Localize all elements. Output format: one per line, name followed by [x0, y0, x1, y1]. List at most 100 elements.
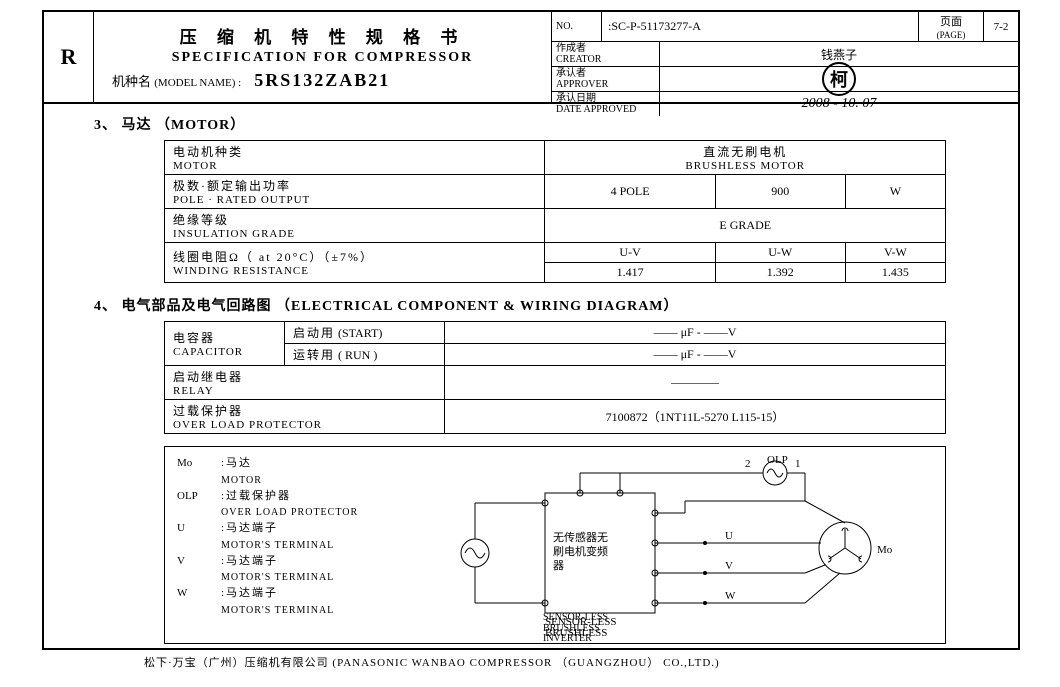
model-label-en: (MODEL NAME) : [154, 77, 241, 89]
olp-n2: 2 [745, 458, 751, 470]
olp-label-en: OVER LOAD PROTECTOR [173, 419, 436, 431]
approver-cn: 承认者 [556, 68, 655, 79]
insul-label-en: INSULATION GRADE [173, 228, 536, 240]
diagram-legend: Mo:马达 MOTOR OLP:过载保护器 OVER LOAD PROTECTO… [177, 455, 437, 618]
pole-label-en: POLE · RATED OUTPUT [173, 194, 536, 206]
r-mark: R [44, 12, 94, 102]
footer: 松下·万宝（广州）压缩机有限公司 (PANASONIC WANBAO COMPR… [144, 654, 720, 670]
sine-wave-icon [465, 548, 485, 558]
inverter-cn3: 器 [553, 559, 564, 572]
content-area: 3、 马达 （MOTOR） 电动机种类MOTOR 直流无刷电机BRUSHLESS… [44, 104, 1018, 650]
circuit-svg: 无传感器无 刷电机变频 器 SENSOR-LESS BRUSHLESS INVE… [445, 453, 935, 637]
section3-title: 3、 马达 （MOTOR） [94, 114, 968, 134]
table-row: 绝缘等级INSULATION GRADE E GRADE [165, 209, 946, 243]
electrical-table: 电容器CAPACITOR 启动用 (START) —— μF - ——V 运转用… [164, 321, 946, 434]
no-label: NO. [556, 21, 597, 32]
legend-cn: :马达端子 [221, 553, 278, 570]
motor-label: Mo [877, 544, 893, 556]
wind-v1: 1.417 [545, 263, 715, 283]
motor-val-cn: 直流无刷电机 [703, 145, 787, 159]
terminal-u: U [725, 530, 733, 542]
title-block: 压 缩 机 特 性 规 格 书 SPECIFICATION FOR COMPRE… [94, 12, 552, 102]
olp-val: 7100872（1NT11L-5270 L115-15） [445, 400, 946, 434]
header: R 压 缩 机 特 性 规 格 书 SPECIFICATION FOR COMP… [44, 12, 1018, 104]
creator-cn: 作成者 [556, 43, 655, 54]
table-row: 电容器CAPACITOR 启动用 (START) —— μF - ——V [165, 322, 946, 344]
relay-val: ———— [445, 366, 946, 400]
legend-cn: :马达端子 [221, 585, 278, 602]
creator-en: CREATOR [556, 54, 655, 65]
relay-label-cn: 启动继电器 [173, 370, 243, 384]
pole-label-cn: 极数·额定输出功率 [173, 179, 291, 193]
run-label-cn: 运转用 [293, 348, 335, 362]
legend-cn: :过载保护器 [221, 488, 291, 505]
legend-en: MOTOR'S TERMINAL [221, 603, 437, 618]
terminal-w: W [725, 590, 736, 602]
legend-sym: OLP [177, 488, 221, 505]
insul-label-cn: 绝缘等级 [173, 213, 229, 227]
footer-cn: 松下·万宝（广州）压缩机有限公司 [144, 657, 329, 669]
document-frame: R 压 缩 机 特 性 规 格 书 SPECIFICATION FOR COMP… [42, 10, 1020, 650]
wind-v2: 1.392 [715, 263, 845, 283]
page-number: 7-2 [984, 12, 1018, 41]
date-value: 2008 - 10. 07 [660, 92, 1018, 116]
run-val: —— μF - ——V [445, 344, 946, 366]
footer-en: (PANASONIC WANBAO COMPRESSOR （GUANGZHOU）… [332, 657, 719, 669]
wind-h1: U-V [545, 243, 715, 263]
wind-label-cn: 线圈电阻Ω（ at 20°C）（±7%） [173, 250, 374, 264]
legend-sym: V [177, 553, 221, 570]
olp-n1: 1 [795, 458, 801, 470]
title-cn: 压 缩 机 特 性 规 格 书 [102, 23, 543, 48]
legend-en: MOTOR'S TERMINAL [221, 538, 437, 553]
legend-sym: Mo [177, 455, 221, 472]
legend-en: MOTOR'S TERMINAL [221, 570, 437, 585]
approver-value: 柯 [660, 67, 1018, 91]
legend-sym: W [177, 585, 221, 602]
inverter-en3: INVERTER [543, 634, 608, 645]
cap-label-cn: 电容器 [173, 331, 215, 345]
start-label-cn: 启动用 [293, 326, 335, 340]
pole-val3: W [845, 175, 945, 209]
meta-column: NO. :SC-P-51173277-A 页面 (PAGE) 7-2 作成者CR… [552, 12, 1018, 102]
approver-stamp: 柯 [822, 62, 856, 96]
wind-v3: 1.435 [845, 263, 945, 283]
legend-en: MOTOR [221, 473, 437, 488]
start-label-en: (START) [338, 326, 382, 340]
wind-h3: V-W [845, 243, 945, 263]
no-value: :SC-P-51173277-A [602, 12, 918, 41]
date-en: DATE APPROVED [556, 104, 655, 115]
model-name: 5RS132ZAB21 [254, 70, 390, 90]
legend-sym: U [177, 520, 221, 537]
olp-label: OLP [767, 454, 788, 466]
terminal-v: V [725, 560, 733, 572]
wind-h2: U-W [715, 243, 845, 263]
page-label-en: (PAGE) [937, 30, 966, 40]
cap-label-en: CAPACITOR [173, 346, 276, 358]
inverter-en1: SENSOR-LESS [543, 613, 608, 624]
pole-val1: 4 POLE [545, 175, 715, 209]
wiring-diagram: Mo:马达 MOTOR OLP:过载保护器 OVER LOAD PROTECTO… [164, 446, 946, 644]
table-row: 线圈电阻Ω（ at 20°C）（±7%）WINDING RESISTANCE U… [165, 243, 946, 263]
pole-val2: 900 [715, 175, 845, 209]
table-row: 启动继电器RELAY ———— [165, 366, 946, 400]
start-val: —— μF - ——V [445, 322, 946, 344]
relay-label-en: RELAY [173, 385, 436, 397]
model-line: 机种名 (MODEL NAME) : 5RS132ZAB21 [102, 70, 543, 91]
motor-val-en: BRUSHLESS MOTOR [553, 160, 937, 172]
motor-label-cn: 电动机种类 [173, 145, 243, 159]
insul-val: E GRADE [545, 209, 946, 243]
legend-cn: :马达 [221, 455, 252, 472]
table-row: 过载保护器OVER LOAD PROTECTOR 7100872（1NT11L-… [165, 400, 946, 434]
legend-cn: :马达端子 [221, 520, 278, 537]
table-row: 电动机种类MOTOR 直流无刷电机BRUSHLESS MOTOR [165, 141, 946, 175]
section4-title: 4、 电气部品及电气回路图 （ELECTRICAL COMPONENT & WI… [94, 295, 968, 315]
model-label-cn: 机种名 [112, 74, 151, 89]
inverter-en-block: SENSOR-LESS BRUSHLESS INVERTER [543, 613, 608, 645]
motor-table: 电动机种类MOTOR 直流无刷电机BRUSHLESS MOTOR 极数·额定输出… [164, 140, 946, 283]
legend-en: OVER LOAD PROTECTOR [221, 505, 437, 520]
olp-label-cn: 过载保护器 [173, 404, 243, 418]
title-en: SPECIFICATION FOR COMPRESSOR [102, 50, 543, 66]
inverter-cn1: 无传感器无 [553, 531, 608, 544]
page-label-cn: 页面 [940, 16, 962, 28]
wind-label-en: WINDING RESISTANCE [173, 265, 536, 277]
